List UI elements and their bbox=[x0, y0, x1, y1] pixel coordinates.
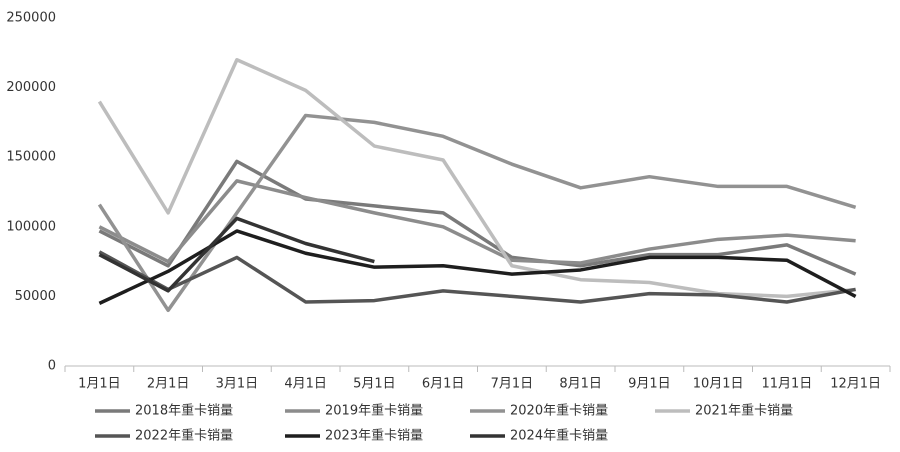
y-tick-label: 100000 bbox=[6, 219, 56, 234]
x-tick-label: 7月1日 bbox=[491, 377, 534, 392]
x-tick-label: 9月1日 bbox=[628, 377, 671, 392]
y-tick-label: 200000 bbox=[6, 80, 56, 95]
legend-label: 2023年重卡销量 bbox=[325, 428, 423, 444]
legend-label: 2018年重卡销量 bbox=[135, 403, 233, 419]
series-line bbox=[98, 179, 856, 265]
legend-label: 2021年重卡销量 bbox=[695, 403, 793, 419]
x-tick-label: 2月1日 bbox=[147, 377, 190, 392]
series-line bbox=[98, 229, 857, 305]
x-tick-label: 1月1日 bbox=[78, 377, 121, 392]
x-tick-label: 6月1日 bbox=[422, 377, 465, 392]
y-tick-label: 0 bbox=[48, 359, 56, 374]
x-tick-label: 3月1日 bbox=[216, 377, 259, 392]
legend-label: 2020年重卡销量 bbox=[510, 403, 608, 419]
y-tick-label: 250000 bbox=[6, 11, 56, 26]
legend-label: 2024年重卡销量 bbox=[510, 428, 608, 444]
y-tick-label: 150000 bbox=[6, 150, 56, 165]
legend-label: 2022年重卡销量 bbox=[135, 428, 233, 444]
x-tick-label: 12月1日 bbox=[830, 377, 881, 392]
series-line bbox=[98, 159, 857, 276]
x-tick-label: 10月1日 bbox=[693, 377, 744, 392]
x-tick-label: 4月1日 bbox=[284, 377, 327, 392]
x-tick-label: 8月1日 bbox=[559, 377, 602, 392]
series-line bbox=[98, 250, 856, 304]
x-tick-label: 11月1日 bbox=[761, 377, 812, 392]
x-tick-label: 5月1日 bbox=[353, 377, 396, 392]
legend-label: 2019年重卡销量 bbox=[325, 403, 423, 419]
y-tick-label: 50000 bbox=[15, 289, 56, 304]
series-line bbox=[97, 58, 856, 299]
series-line bbox=[98, 216, 375, 293]
